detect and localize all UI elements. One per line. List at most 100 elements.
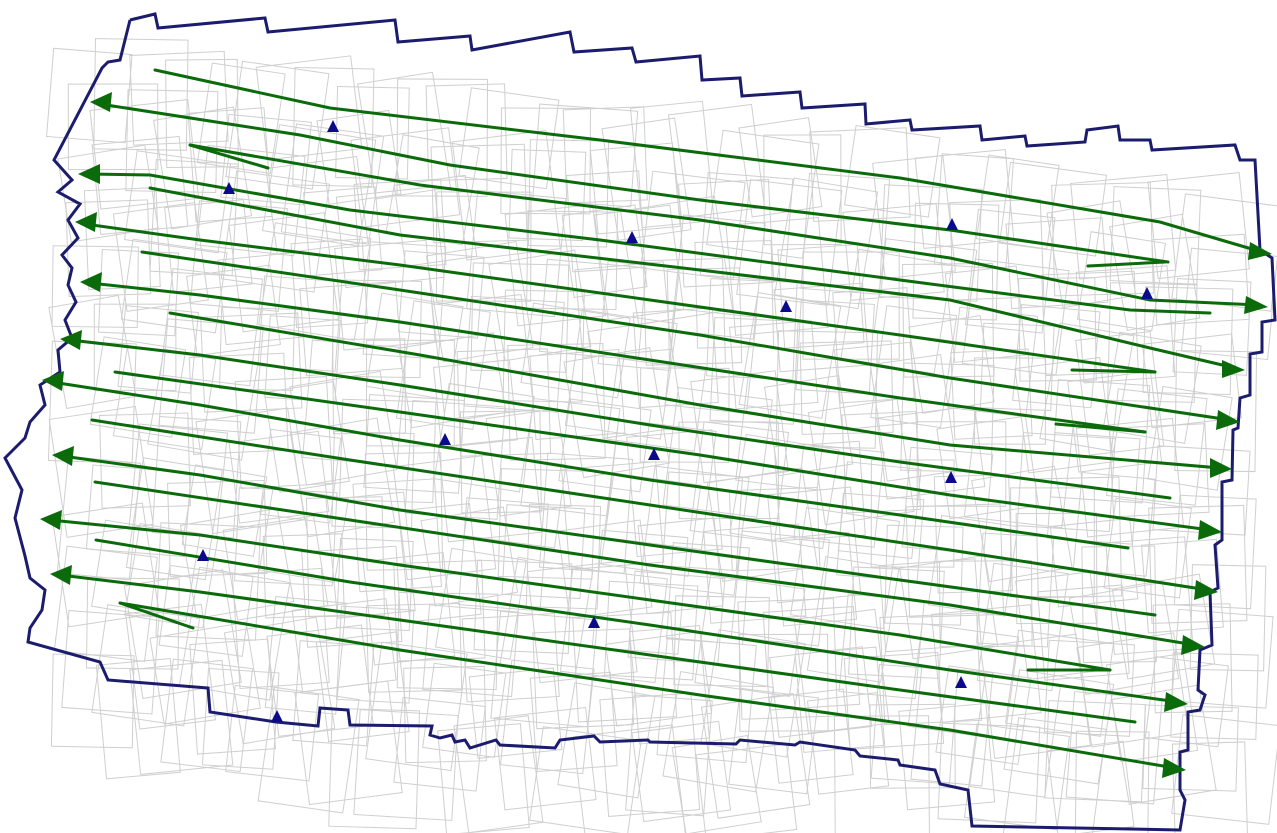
image-footprint — [1004, 629, 1115, 737]
image-footprint — [257, 686, 360, 814]
image-footprint — [393, 696, 486, 792]
image-footprint — [879, 612, 983, 726]
image-footprint — [200, 312, 303, 413]
image-footprint — [179, 507, 295, 620]
image-footprint — [1074, 730, 1150, 833]
image-footprint — [435, 547, 527, 660]
image-footprint — [95, 658, 181, 780]
image-footprint — [225, 684, 320, 782]
image-footprint — [266, 624, 374, 737]
image-footprint — [123, 150, 232, 254]
flight-line — [83, 222, 1157, 374]
image-footprint — [1051, 182, 1154, 297]
survey-boundary — [3, 12, 1277, 832]
image-footprint — [912, 202, 1000, 321]
flight-line — [118, 601, 1177, 770]
flight-line — [60, 454, 1157, 617]
arrow-icon — [1181, 635, 1205, 655]
image-footprint — [566, 170, 646, 273]
image-footprint — [159, 268, 264, 387]
image-footprint — [1075, 265, 1176, 384]
triangle-icon — [327, 120, 339, 132]
image-footprint — [470, 262, 570, 373]
image-footprint — [425, 241, 534, 363]
image-footprint — [425, 83, 508, 182]
image-footprint — [1170, 652, 1259, 740]
image-footprint — [123, 569, 242, 700]
image-footprint — [773, 282, 870, 373]
image-footprint — [842, 203, 945, 301]
image-footprint — [451, 129, 561, 261]
image-footprint — [802, 251, 900, 360]
image-footprint — [504, 203, 607, 327]
image-footprint — [999, 161, 1107, 257]
image-footprint — [768, 688, 854, 784]
image-footprint — [47, 340, 137, 464]
flight-line — [153, 68, 1264, 254]
flight-line — [168, 311, 1222, 470]
image-footprint — [1151, 233, 1250, 326]
image-footprint — [736, 179, 843, 306]
image-footprint — [473, 559, 573, 654]
image-footprint — [363, 394, 465, 494]
arrow-icon — [1222, 360, 1245, 378]
image-footprint — [195, 407, 306, 535]
image-footprint — [777, 243, 865, 349]
triangle-icon — [271, 710, 283, 722]
image-footprint — [336, 537, 414, 632]
image-footprint — [336, 605, 415, 704]
image-footprint — [67, 83, 159, 171]
image-footprint — [529, 348, 626, 440]
arrow-icon — [60, 330, 82, 350]
image-footprint — [292, 67, 375, 188]
image-footprint — [557, 682, 656, 799]
image-footprint — [975, 154, 1060, 250]
image-footprint — [129, 659, 234, 776]
image-footprint — [843, 651, 945, 750]
image-footprint — [879, 558, 982, 653]
image-footprint — [689, 421, 790, 542]
image-footprint — [485, 408, 572, 517]
image-footprint — [91, 604, 201, 727]
arrow-icon — [1162, 758, 1186, 778]
arrow-icon — [75, 212, 97, 232]
image-footprint — [800, 172, 891, 295]
image-footprint — [529, 726, 642, 833]
image-footprint — [112, 202, 209, 312]
image-footprint — [453, 715, 544, 833]
image-footprint — [438, 436, 543, 543]
image-footprint — [631, 720, 732, 823]
image-footprint — [632, 307, 719, 409]
arrow-icon — [1216, 410, 1240, 430]
image-footprint — [294, 680, 403, 806]
image-footprint — [325, 491, 416, 619]
image-footprint — [158, 564, 254, 657]
image-footprint — [1075, 417, 1185, 538]
image-footprint — [289, 417, 396, 538]
arrow-icon — [90, 92, 112, 112]
triangle-icon — [626, 231, 638, 243]
image-footprint — [196, 62, 286, 174]
image-footprint — [963, 723, 1070, 831]
image-footprint — [334, 239, 436, 351]
image-footprint — [56, 455, 142, 581]
image-footprint — [466, 189, 567, 318]
image-footprint — [899, 554, 999, 660]
flight-line — [90, 418, 1210, 592]
image-footprint — [843, 124, 941, 218]
image-footprint — [188, 352, 289, 455]
image-footprint — [289, 370, 398, 486]
triangle-icon — [588, 616, 600, 628]
image-footprint — [1002, 717, 1107, 833]
image-footprint — [976, 532, 1055, 648]
image-footprint — [328, 707, 420, 830]
image-footprint — [178, 566, 291, 701]
image-footprint — [228, 212, 339, 333]
flight-line — [1086, 260, 1167, 268]
image-footprint — [223, 616, 336, 745]
image-footprint — [1105, 388, 1208, 506]
arrow-icon — [42, 371, 64, 391]
image-footprint — [807, 398, 915, 526]
image-footprint — [262, 533, 345, 619]
image-footprint — [1070, 173, 1177, 280]
